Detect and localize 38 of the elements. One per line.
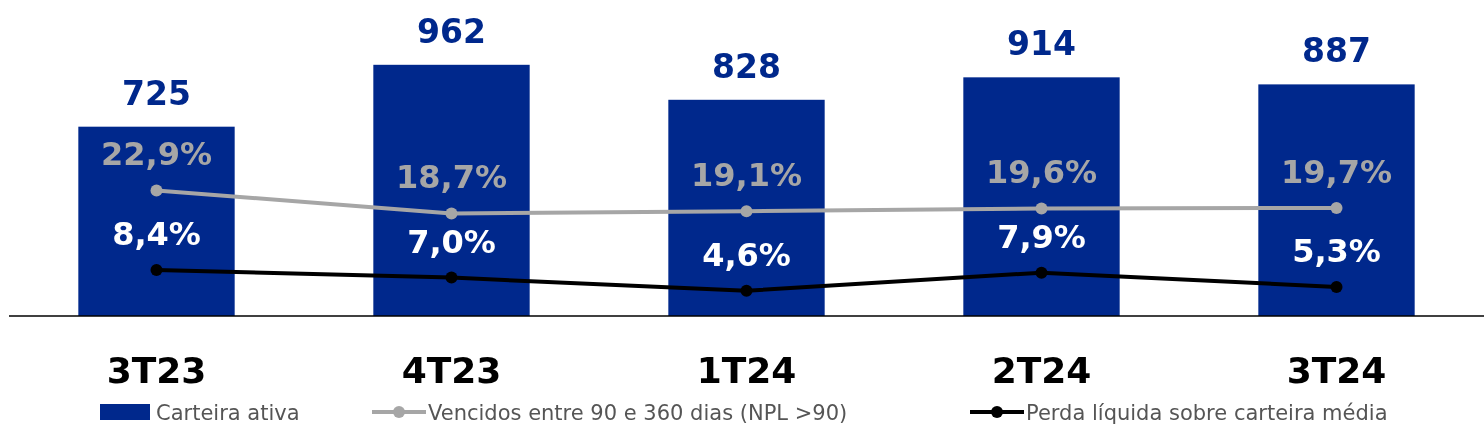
data-label: 5,3% bbox=[1292, 231, 1381, 270]
point bbox=[1035, 202, 1048, 215]
bar bbox=[963, 77, 1120, 316]
legend-label: Vencidos entre 90 e 360 dias (NPL >90) bbox=[428, 401, 848, 425]
x-tick-label: 1T24 bbox=[696, 350, 797, 391]
legend-label: Carteira ativa bbox=[156, 401, 300, 425]
data-label: 8,4% bbox=[112, 214, 201, 253]
data-label: 18,7% bbox=[395, 158, 508, 197]
data-label: 887 bbox=[1302, 31, 1371, 71]
data-label: 4,6% bbox=[702, 235, 791, 274]
data-label: 7,9% bbox=[997, 217, 1086, 256]
point bbox=[150, 184, 163, 197]
point bbox=[445, 271, 458, 284]
bar bbox=[668, 99, 825, 316]
data-label: 19,6% bbox=[985, 153, 1098, 192]
x-tick-label: 3T24 bbox=[1286, 350, 1387, 391]
point bbox=[150, 263, 163, 276]
x-tick-label: 4T23 bbox=[401, 350, 502, 391]
data-label: 725 bbox=[122, 73, 191, 113]
data-label: 19,7% bbox=[1280, 152, 1393, 191]
data-label: 7,0% bbox=[407, 222, 496, 261]
point bbox=[445, 207, 458, 220]
x-tick-label: 3T23 bbox=[106, 350, 207, 391]
x-tick-label: 2T24 bbox=[991, 350, 1092, 391]
data-label: 914 bbox=[1007, 24, 1076, 64]
data-label: 19,1% bbox=[690, 156, 803, 195]
legend-label: Perda líquida sobre carteira média bbox=[1026, 401, 1388, 425]
data-label: 962 bbox=[417, 11, 486, 51]
point bbox=[740, 284, 753, 297]
point bbox=[740, 205, 753, 218]
bar bbox=[373, 64, 530, 316]
data-label: 828 bbox=[712, 46, 781, 86]
data-label: 22,9% bbox=[100, 135, 213, 174]
point bbox=[1330, 280, 1343, 293]
bar bbox=[1258, 84, 1415, 316]
point bbox=[1330, 201, 1343, 214]
point bbox=[1035, 266, 1048, 279]
bar bbox=[78, 126, 235, 316]
